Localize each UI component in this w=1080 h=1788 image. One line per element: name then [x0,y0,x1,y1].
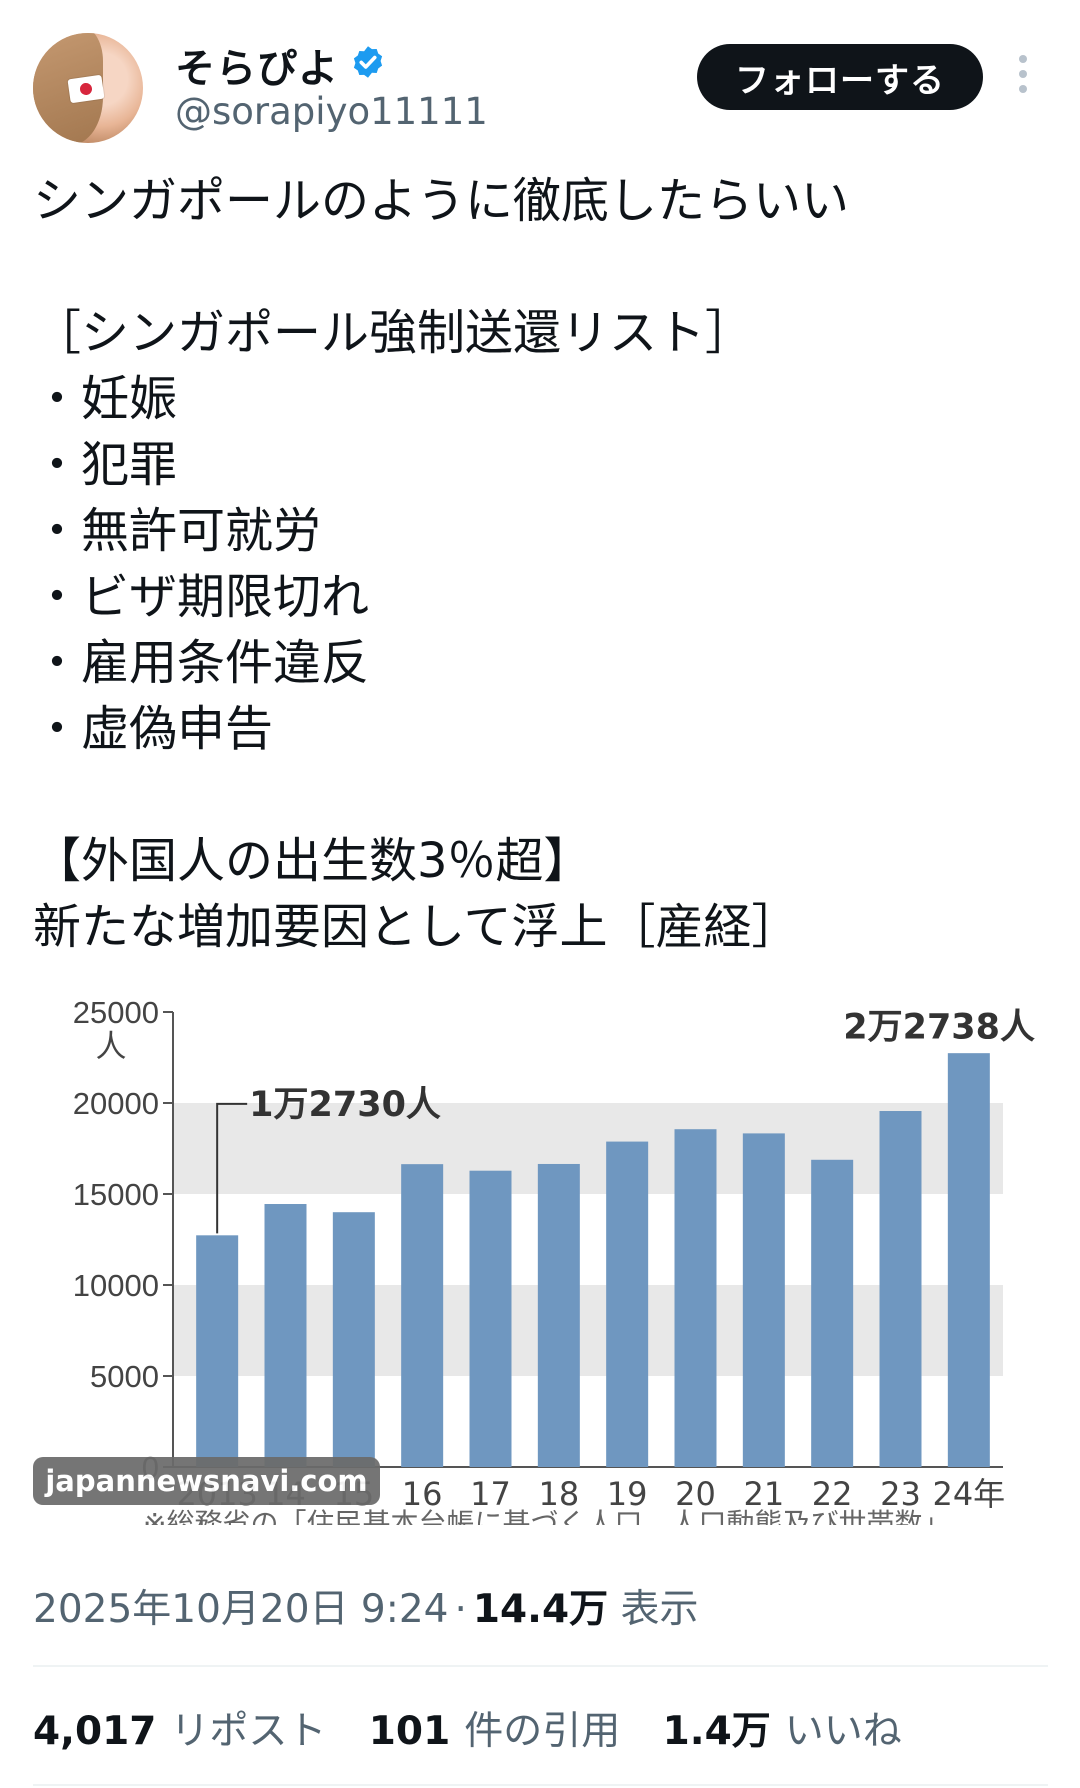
y-tick-label: 5000 [90,1359,159,1394]
likes-label: いいね [784,1709,902,1754]
grid-band [173,1194,1003,1285]
reposts-label: リポスト [170,1709,327,1754]
y-unit-label: 人 [96,1029,127,1065]
bar [469,1170,512,1467]
quotes-label: 件の引用 [464,1709,621,1754]
timestamp[interactable]: 2025年10月20日 9:24 [33,1587,449,1632]
x-tick-label: 22 [812,1475,853,1513]
x-tick-label: 19 [607,1475,648,1513]
japan-flag-sticker [67,74,105,104]
quotes-stat[interactable]: 101 件の引用 [369,1700,620,1756]
annotation-leader-line [216,1102,248,1234]
tweet-text: シンガポールのように徹底したらいい ［シンガポール強制送還リスト］ ・妊娠 ・犯… [33,173,850,955]
annotation-label: 1万2730人 [249,1085,441,1125]
more-dot [1019,85,1027,93]
x-tick-label: 23 [880,1475,921,1513]
bar [537,1163,580,1467]
bar [332,1212,375,1467]
x-tick-label: 18 [538,1475,579,1513]
engagement-stats: 4,017 リポスト 101 件の引用 1.4万 いいね [33,1700,932,1756]
chart-footnote: ※総務省の「住民基本台帳に基づく人口、人口動態及び世帯数」 [143,1507,950,1525]
bar [742,1133,785,1467]
grid-band [173,1376,1003,1467]
more-dot [1019,55,1027,63]
bar [196,1235,239,1467]
likes-stat[interactable]: 1.4万 いいね [663,1700,902,1756]
bar [401,1164,444,1467]
quotes-count: 101 [368,1709,451,1754]
avatar[interactable] [33,33,143,143]
y-tick-label: 10000 [73,1268,159,1303]
bar [811,1159,854,1467]
views-count: 14.4万 [472,1587,609,1632]
attached-chart-image[interactable]: 0500010000150002000025000人20131415161718… [33,985,1043,1525]
x-tick-label: 17 [470,1475,511,1513]
display-name[interactable]: そらぴよ [175,46,339,92]
x-tick-label: 20 [675,1475,716,1513]
x-tick-label: 24年 [932,1475,1005,1513]
reposts-count: 4,017 [33,1709,157,1754]
y-tick-label: 20000 [73,1086,159,1121]
meta-separator: · [454,1587,467,1632]
watermark: japannewsnavi.com [33,1457,380,1505]
views-label: 表示 [620,1587,699,1632]
likes-count: 1.4万 [662,1709,771,1754]
tweet-meta: 2025年10月20日 9:24 · 14.4万 表示 [33,1578,699,1634]
bar [606,1141,649,1467]
more-vertical-icon[interactable] [1016,55,1030,99]
reposts-stat[interactable]: 4,017 リポスト [33,1700,326,1756]
annotation-label: 2万2738人 [843,1007,1035,1047]
divider [33,1784,1048,1786]
tweet-header: そらぴよ @sorapiyo11111 フォローする [0,0,1080,150]
divider [33,1665,1048,1667]
verified-badge-icon [353,46,383,78]
bar [879,1111,922,1467]
user-handle[interactable]: @sorapiyo11111 [175,90,488,133]
more-dot [1019,70,1027,78]
grid-band [173,1012,1003,1103]
y-tick-label: 25000 [73,995,159,1030]
bar [947,1053,990,1467]
grid-band [173,1285,1003,1376]
bar [674,1129,717,1467]
birth-count-bar-chart: 0500010000150002000025000人20131415161718… [33,985,1043,1525]
x-tick-label: 16 [402,1475,443,1513]
grid-band [173,1103,1003,1194]
y-tick-label: 15000 [73,1177,159,1212]
follow-button[interactable]: フォローする [697,44,983,110]
x-tick-label: 21 [743,1475,784,1513]
bar [264,1204,307,1467]
